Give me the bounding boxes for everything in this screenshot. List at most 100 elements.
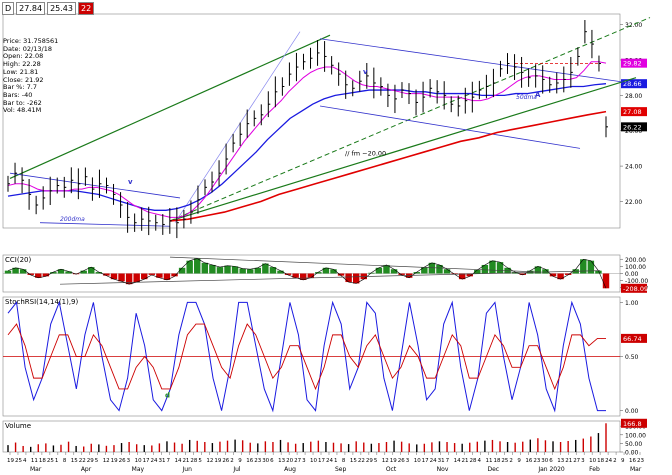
- cci-bar: [209, 264, 216, 274]
- x-day-label: 26: [119, 458, 126, 464]
- y-tick-label: 22.00: [625, 199, 642, 206]
- y-tick-label: 200.00: [625, 257, 646, 264]
- ma200-line: [169, 110, 607, 222]
- panel-frame: [2, 13, 621, 229]
- y-tick-label: 32.00: [625, 22, 642, 29]
- blue-channel-line: [9, 172, 181, 199]
- x-day-label: 19: [7, 458, 14, 464]
- x-day-label: 26: [222, 458, 229, 464]
- y-tick-label: 1.00: [625, 300, 639, 307]
- cci-bar: [65, 271, 72, 274]
- x-day-label: 8: [342, 458, 346, 464]
- cci-bar: [307, 273, 315, 278]
- cci-bar: [133, 273, 140, 283]
- x-day-label: 22: [358, 458, 365, 464]
- wave-label-a: A: [535, 91, 541, 99]
- x-day-label: 23: [533, 458, 540, 464]
- cci-bar: [277, 270, 284, 274]
- cci-bar: [383, 264, 390, 274]
- cci-bar: [330, 269, 337, 274]
- cci-bar: [489, 260, 496, 274]
- x-day-label: 6: [270, 458, 274, 464]
- x-day-label: 7: [446, 458, 450, 464]
- price-marker: [621, 107, 647, 117]
- cci-bar: [57, 269, 65, 274]
- value-box-3[interactable]: 22: [77, 2, 95, 15]
- price-marker-label: 27.08: [623, 108, 642, 116]
- y-tick-label: 0.50: [625, 354, 639, 361]
- x-day-label: 17: [422, 458, 429, 464]
- x-day-label: 18: [493, 458, 500, 464]
- price-box[interactable]: 27.84: [16, 2, 46, 15]
- x-day-label: 10: [414, 458, 421, 464]
- x-day-label: 1: [334, 458, 338, 464]
- cci-bar: [587, 260, 595, 274]
- x-day-label: 3: [406, 458, 410, 464]
- cci-bar: [398, 273, 405, 275]
- info-row: Close: 21.92: [3, 75, 44, 84]
- x-month-label: Jul: [232, 466, 241, 473]
- price-marker: [621, 79, 647, 89]
- x-day-label: 13: [278, 458, 285, 464]
- value-box-2[interactable]: 25.43: [47, 2, 76, 15]
- x-day-label: 4: [23, 458, 27, 464]
- x-day-label: 16: [246, 458, 253, 464]
- x-day-label: 29: [366, 458, 373, 464]
- x-month-label: Mar: [30, 466, 42, 473]
- interval-box[interactable]: D: [2, 2, 15, 15]
- ma200-label: 200dma: [60, 216, 85, 223]
- x-day-label: 28: [470, 458, 477, 464]
- x-day-label: 30: [541, 458, 548, 464]
- cci-bar: [27, 273, 34, 275]
- x-day-label: 19: [390, 458, 397, 464]
- x-day-label: 7: [166, 458, 170, 464]
- cci-bar: [163, 273, 171, 280]
- info-row: Bars: -40: [3, 90, 33, 99]
- x-day-label: 10: [589, 458, 596, 464]
- panel-title: StochRSI(14,14(1),9): [5, 298, 78, 306]
- cci-bar: [322, 267, 330, 274]
- x-day-label: 12: [382, 458, 389, 464]
- x-month-label: Apr: [81, 466, 92, 473]
- cci-bar: [315, 272, 322, 274]
- x-day-label: 5: [95, 458, 99, 464]
- cci-bar: [413, 272, 420, 274]
- x-month-label: Aug: [284, 466, 296, 473]
- cci-bar: [12, 267, 19, 274]
- cci-trend-line: [169, 256, 541, 273]
- x-day-label: 19: [214, 458, 221, 464]
- cci-bar: [171, 273, 178, 277]
- cci-bar: [390, 269, 398, 274]
- x-month-label: Nov: [437, 466, 449, 473]
- cci-bar: [110, 273, 118, 280]
- ma50-label: 50dma: [516, 94, 537, 101]
- x-day-label: 25: [15, 458, 22, 464]
- x-day-label: 1: [55, 458, 59, 464]
- wave-label-v: v: [363, 68, 368, 76]
- wave-label-v: v: [128, 178, 133, 186]
- x-day-label: 2: [230, 458, 234, 464]
- cci-bar: [292, 273, 299, 278]
- cci-bar: [549, 273, 557, 277]
- cci-trend-line: [59, 270, 601, 285]
- x-day-label: 9: [517, 458, 521, 464]
- x-day-label: 19: [111, 458, 118, 464]
- stoch-label-d: d: [165, 392, 170, 400]
- x-month-label: Mar: [630, 466, 642, 473]
- x-day-label: 23: [637, 458, 644, 464]
- price-marker: [621, 122, 647, 132]
- x-day-label: 9: [238, 458, 242, 464]
- x-day-label: 14: [174, 458, 181, 464]
- y-tick-label: 50.00: [625, 441, 642, 448]
- y-tick-label: 100.00: [625, 264, 646, 271]
- x-day-label: 18: [597, 458, 604, 464]
- x-day-label: 29: [87, 458, 94, 464]
- x-month-label: Dec: [488, 466, 500, 473]
- info-row: Price: 31.758561: [3, 37, 59, 45]
- x-day-label: 12: [206, 458, 213, 464]
- cci-bar: [88, 267, 95, 274]
- panel-title: Volume: [5, 422, 31, 430]
- green-dashed-line: [169, 17, 651, 222]
- x-day-label: 3: [581, 458, 585, 464]
